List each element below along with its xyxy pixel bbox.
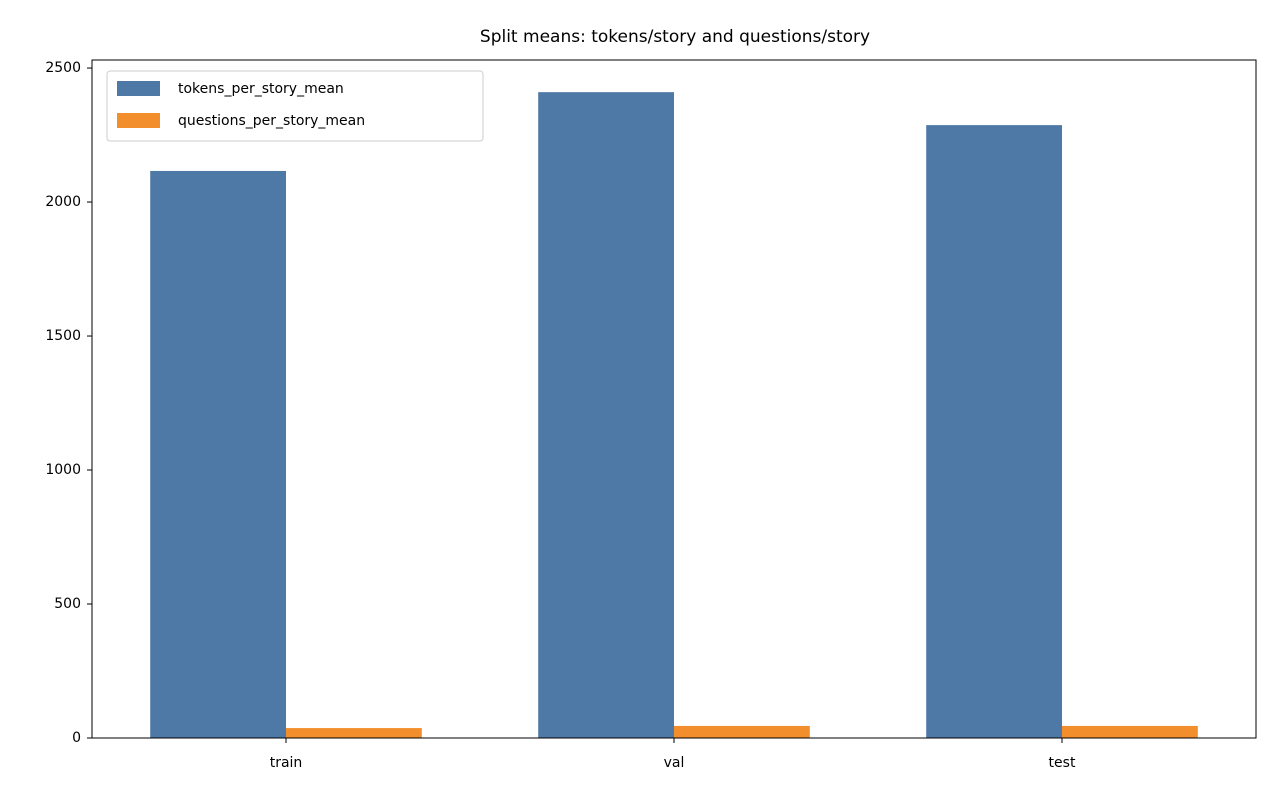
legend-box: [106, 70, 484, 142]
y-tick-label: 2500: [45, 60, 81, 76]
y-tick-label: 1500: [45, 328, 81, 344]
x-tick-label: test: [1049, 755, 1076, 771]
bar: [674, 725, 810, 738]
x-tick-label: train: [270, 755, 303, 771]
bar: [150, 170, 286, 739]
y-tick-label: 2000: [45, 194, 81, 210]
bar: [926, 125, 1062, 738]
bar: [286, 728, 422, 738]
legend-label: tokens_per_story_mean: [178, 81, 344, 97]
legend-swatch: [117, 113, 160, 128]
legend-swatch: [117, 81, 160, 96]
y-tick-label: 0: [72, 730, 81, 746]
y-tick-label: 500: [54, 596, 81, 612]
plot-frame: [91, 59, 1257, 739]
legend-label: questions_per_story_mean: [178, 113, 365, 129]
y-tick-label: 1000: [45, 462, 81, 478]
x-tick-label: val: [664, 755, 685, 771]
bar: [1062, 725, 1198, 738]
bar: [538, 92, 674, 739]
chart-title: Split means: tokens/story and questions/…: [480, 27, 870, 47]
